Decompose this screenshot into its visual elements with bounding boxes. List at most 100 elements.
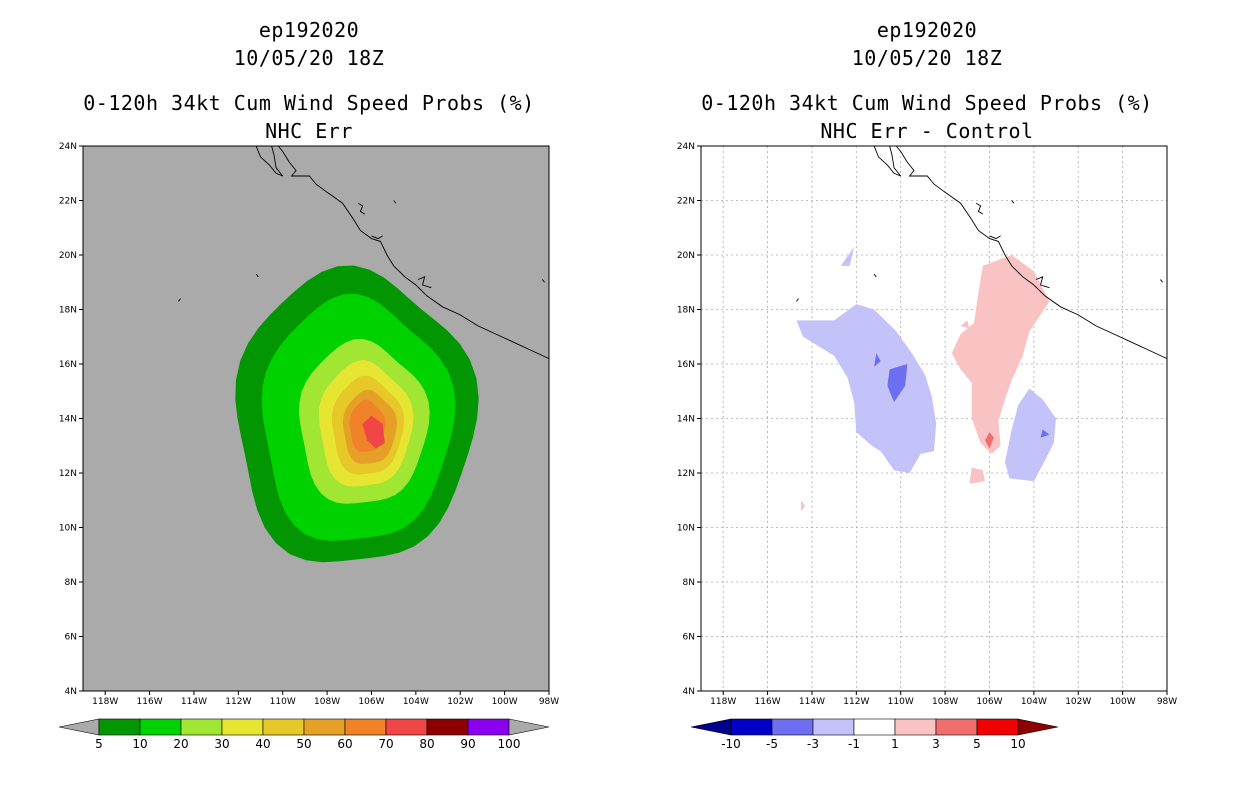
right-negative-patch — [840, 246, 855, 266]
left-colorbar-label: 30 — [214, 737, 229, 751]
left-colorbar-swatch — [221, 718, 264, 736]
left-colorbar-swatch — [303, 718, 346, 736]
right-colorbar-above-triangle — [1017, 718, 1059, 736]
right-lat-tick-label: 22N — [677, 197, 695, 207]
left-colorbar-label: 100 — [498, 737, 521, 751]
left-lon-tick-label: 104W — [403, 697, 429, 707]
right-positive-region — [951, 255, 1050, 454]
left-lon-tick-label: 98W — [539, 697, 559, 707]
left-island — [393, 200, 397, 204]
right-colorbar-swatch — [935, 718, 978, 736]
left-lon-tick-label: 100W — [492, 697, 518, 707]
left-lat-tick-label: 24N — [59, 142, 77, 152]
left-colorbar-label: 40 — [255, 737, 270, 751]
right-lat-tick-label: 6N — [683, 633, 695, 643]
right-baja-coastline — [873, 145, 902, 177]
right-colorbar-label: 5 — [973, 737, 981, 751]
right-island — [1011, 200, 1015, 204]
left-colorbar-above-triangle — [508, 718, 550, 736]
right-lat-tick-label: 24N — [677, 142, 695, 152]
right-lon-tick-label: 112W — [843, 697, 869, 707]
left-map-svg: 4N 6N 8N 10N 12N 14N 16N 18N 20N 22N 24N 118W 116W 11… — [59, 142, 559, 751]
right-island — [975, 202, 984, 215]
left-lat-tick-label: 16N — [59, 360, 77, 370]
right-colorbar-label: -10 — [721, 737, 741, 751]
left-lat-tick-label: 18N — [59, 306, 77, 316]
left-colorbar-label: 5 — [95, 737, 103, 751]
right-colorbar-label: 3 — [932, 737, 940, 751]
right-negative-core-small — [874, 353, 881, 367]
right-lat-tick-label: 14N — [677, 415, 695, 425]
left-island — [357, 202, 366, 215]
left-colorbar-swatch — [98, 718, 141, 736]
left-chart-panel: ep192020 10/05/20 18Z 0-120h 34kt Cum Wi… — [59, 18, 559, 751]
right-negative-region — [796, 304, 937, 473]
left-baja-coastline — [255, 145, 284, 177]
right-positive-patch-far — [800, 500, 806, 512]
right-lon-tick-label: 114W — [799, 697, 825, 707]
left-chart-subtitle: NHC Err — [265, 119, 353, 143]
right-storm-id: ep192020 — [876, 18, 978, 42]
right-colorbar-below-triangle — [690, 718, 732, 736]
right-lon-tick-label: 110W — [888, 697, 914, 707]
right-island — [989, 235, 1001, 240]
left-colorbar-swatch — [344, 718, 387, 736]
left-lat-tick-label: 14N — [59, 415, 77, 425]
left-storm-id: ep192020 — [258, 18, 360, 42]
right-lat-tick-label: 12N — [677, 469, 695, 479]
left-lat-tick-label: 10N — [59, 524, 77, 534]
right-chart-subtitle: NHC Err - Control — [820, 119, 1034, 143]
left-lon-tick-label: 110W — [270, 697, 296, 707]
right-coastline — [895, 145, 1168, 360]
left-lat-tick-label: 4N — [65, 687, 77, 697]
left-coastline — [277, 145, 550, 360]
right-colorbar-swatch — [976, 718, 1019, 736]
left-lat-tick-label: 20N — [59, 251, 77, 261]
left-lat-tick-label: 12N — [59, 469, 77, 479]
left-lon-tick-label: 102W — [447, 697, 473, 707]
left-island — [371, 235, 383, 240]
left-lat-tick-label: 8N — [65, 578, 77, 588]
right-lon-tick-label: 100W — [1110, 697, 1136, 707]
left-colorbar-label: 10 — [132, 737, 147, 751]
left-island — [417, 276, 432, 289]
right-island — [1035, 276, 1050, 289]
right-chart-panel: ep192020 10/05/20 18Z 0-120h 34kt Cum Wi… — [618, 0, 1236, 800]
right-lon-tick-label: 98W — [1157, 697, 1177, 707]
left-colorbar-swatch — [385, 718, 428, 736]
right-lat-tick-label: 4N — [683, 687, 695, 697]
left-colorbar-swatch — [467, 718, 510, 736]
left-lon-tick-label: 116W — [137, 697, 163, 707]
left-lon-tick-label: 118W — [92, 697, 118, 707]
right-lon-tick-label: 116W — [755, 697, 781, 707]
left-island — [178, 298, 181, 302]
left-colorbar-label: 80 — [419, 737, 434, 751]
right-lon-tick-label: 104W — [1021, 697, 1047, 707]
right-lon-tick-label: 108W — [932, 697, 958, 707]
left-colorbar-label: 60 — [337, 737, 352, 751]
left-colorbar-label: 70 — [378, 737, 393, 751]
left-colorbar-swatch — [180, 718, 223, 736]
right-colorbar-swatch — [771, 718, 814, 736]
right-colorbar-swatch — [853, 718, 896, 736]
right-colorbar-swatch — [894, 718, 937, 736]
right-lat-tick-label: 16N — [677, 360, 695, 370]
right-positive-patch-south — [969, 467, 985, 484]
right-negative-core-east — [1040, 429, 1050, 438]
right-island — [796, 298, 799, 302]
left-colorbar-label: 90 — [460, 737, 475, 751]
right-colorbar-swatch — [730, 718, 773, 736]
left-lon-tick-label: 112W — [225, 697, 251, 707]
left-lon-tick-label: 108W — [314, 697, 340, 707]
right-positive-core — [985, 432, 994, 449]
right-colorbar-label: -3 — [807, 737, 819, 751]
right-lat-tick-label: 18N — [677, 306, 695, 316]
right-lat-tick-label: 10N — [677, 524, 695, 534]
right-lon-tick-label: 106W — [976, 697, 1002, 707]
right-chart-title: 0-120h 34kt Cum Wind Speed Probs (%) — [701, 91, 1153, 115]
right-island — [873, 273, 877, 278]
left-lat-tick-label: 6N — [65, 633, 77, 643]
left-colorbar-label: 50 — [296, 737, 311, 751]
right-datetime: 10/05/20 18Z — [851, 46, 1003, 70]
